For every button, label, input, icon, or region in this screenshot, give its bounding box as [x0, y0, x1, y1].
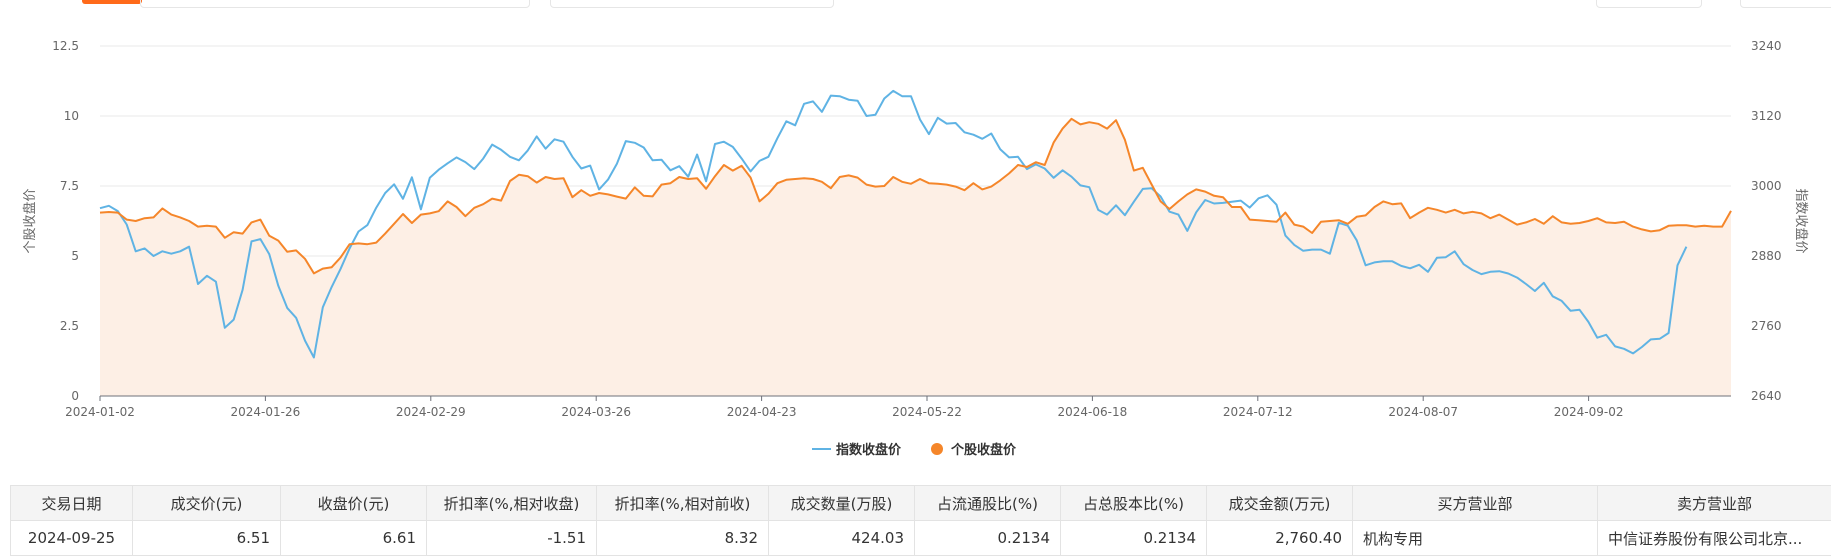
left-tick-label: 0: [71, 389, 79, 403]
cell-trade-date: 2024-09-25: [10, 520, 133, 556]
active-tab-indicator[interactable]: [82, 0, 142, 4]
column-header[interactable]: 折扣率(%,相对前收): [596, 485, 769, 521]
legend-stock-label: 个股收盘价: [950, 442, 1017, 458]
cell-amount: 2,760.40: [1206, 520, 1353, 556]
right-tick-label: 3240: [1751, 39, 1782, 53]
index-close-series-line: [99, 89, 1688, 359]
filter-box[interactable]: [140, 0, 530, 8]
right-tick-label: 2760: [1751, 319, 1782, 333]
table-row[interactable]: 2024-09-25 6.51 6.61 -1.51 8.32 424.03 0…: [10, 520, 1831, 556]
left-tick-label: 12.5: [52, 39, 79, 53]
table-header-row: 交易日期 成交价(元) 收盘价(元) 折扣率(%,相对收盘) 折扣率(%,相对前…: [10, 485, 1831, 521]
filter-box[interactable]: [550, 0, 834, 8]
left-tick-label: 10: [64, 109, 79, 123]
x-tick-label: 2024-06-18: [1058, 405, 1128, 419]
legend-stock-swatch: [931, 443, 943, 455]
left-y-axis: 12.5 10 7.5 5 2.5 0: [52, 39, 79, 403]
right-y-axis: 3240 3120 3000 2880 2760 2640: [1751, 39, 1782, 403]
cell-seller[interactable]: 中信证券股份有限公司北京...: [1597, 520, 1831, 556]
x-tick-label: 2024-01-26: [231, 405, 301, 419]
x-tick-label: 2024-04-23: [727, 405, 797, 419]
column-header[interactable]: 成交价(元): [132, 485, 281, 521]
column-header[interactable]: 卖方营业部: [1597, 485, 1831, 521]
right-axis-title: 指数收盘价: [1793, 188, 1809, 253]
block-trade-table: 交易日期 成交价(元) 收盘价(元) 折扣率(%,相对收盘) 折扣率(%,相对前…: [10, 485, 1831, 557]
left-tick-label: 5: [71, 249, 79, 263]
legend-index-label: 指数收盘价: [836, 442, 902, 458]
cell-volume: 424.03: [768, 520, 915, 556]
x-axis: 2024-01-02 2024-01-26 2024-02-29 2024-03-26…: [65, 396, 1623, 419]
filter-box[interactable]: [1740, 0, 1831, 8]
filter-box[interactable]: [1596, 0, 1702, 8]
column-header[interactable]: 交易日期: [10, 485, 133, 521]
x-tick-label: 2024-07-12: [1223, 405, 1293, 419]
left-tick-label: 7.5: [60, 179, 79, 193]
column-header[interactable]: 占总股本比(%): [1060, 485, 1207, 521]
column-header[interactable]: 成交数量(万股): [768, 485, 915, 521]
cell-total-ratio: 0.2134: [1060, 520, 1207, 556]
x-tick-label: 2024-05-22: [892, 405, 962, 419]
column-header[interactable]: 折扣率(%,相对收盘): [426, 485, 597, 521]
column-header[interactable]: 买方营业部: [1352, 485, 1598, 521]
left-tick-label: 2.5: [60, 319, 79, 333]
price-chart: 2024-01-02 2024-01-26 2024-02-29 2024-03-26…: [22, 39, 1809, 458]
x-tick-label: 2024-08-07: [1388, 405, 1458, 419]
chart-legend[interactable]: 指数收盘价 个股收盘价: [812, 442, 1017, 458]
column-header[interactable]: 占流通股比(%): [914, 485, 1061, 521]
legend-item-index[interactable]: 指数收盘价: [812, 442, 902, 458]
column-header[interactable]: 成交金额(万元): [1206, 485, 1353, 521]
cell-discount-close: -1.51: [426, 520, 597, 556]
cell-float-ratio: 0.2134: [914, 520, 1061, 556]
legend-item-stock[interactable]: 个股收盘价: [931, 442, 1017, 458]
right-tick-label: 2640: [1751, 389, 1782, 403]
column-header[interactable]: 收盘价(元): [280, 485, 427, 521]
left-axis-title: 个股收盘价: [22, 188, 38, 253]
stock-close-series-line: [99, 117, 1732, 275]
x-tick-label: 2024-03-26: [561, 405, 631, 419]
cell-close-price: 6.61: [280, 520, 427, 556]
right-tick-label: 2880: [1751, 249, 1782, 263]
x-tick-label: 2024-01-02: [65, 405, 135, 419]
x-tick-label: 2024-09-02: [1554, 405, 1624, 419]
right-tick-label: 3000: [1751, 179, 1782, 193]
cell-discount-prev: 8.32: [596, 520, 769, 556]
cell-buyer[interactable]: 机构专用: [1352, 520, 1598, 556]
x-tick-label: 2024-02-29: [396, 405, 466, 419]
right-tick-label: 3120: [1751, 109, 1782, 123]
top-controls: [0, 0, 1831, 10]
cell-trade-price: 6.51: [132, 520, 281, 556]
